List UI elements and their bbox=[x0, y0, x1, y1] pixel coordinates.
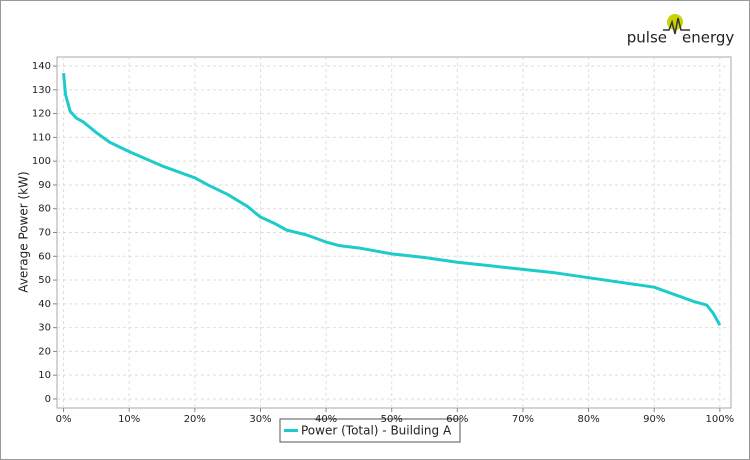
y-tick-label: 60 bbox=[38, 251, 51, 262]
y-tick-label: 80 bbox=[38, 204, 51, 215]
y-tick-label: 40 bbox=[38, 299, 51, 310]
x-tick-label: 40% bbox=[315, 414, 337, 425]
y-tick-label: 30 bbox=[38, 323, 51, 334]
y-tick-label: 140 bbox=[32, 61, 51, 72]
logo-text: energy bbox=[682, 29, 734, 47]
y-tick-label: 50 bbox=[38, 275, 51, 286]
y-tick-label: 10 bbox=[38, 370, 51, 381]
x-tick-label: 80% bbox=[577, 414, 599, 425]
y-tick-label: 70 bbox=[38, 228, 51, 239]
legend bbox=[279, 418, 461, 443]
y-tick-label: 0 bbox=[45, 394, 51, 405]
logo: pulse energy bbox=[627, 14, 734, 47]
logo-text: pulse bbox=[627, 29, 667, 47]
y-tick-label: 100 bbox=[32, 156, 51, 167]
x-tick-label: 100% bbox=[706, 414, 735, 425]
x-tick-label: 50% bbox=[381, 414, 403, 425]
y-tick-label: 90 bbox=[38, 180, 51, 191]
y-tick-label: 20 bbox=[38, 346, 51, 357]
x-tick-label: 90% bbox=[643, 414, 665, 425]
y-axis-label: Average Power (kW) bbox=[17, 171, 31, 292]
y-tick-label: 130 bbox=[32, 85, 51, 96]
y-tick-label: 110 bbox=[32, 132, 51, 143]
y-tick-label: 120 bbox=[32, 109, 51, 120]
x-tick-label: 60% bbox=[446, 414, 468, 425]
x-tick-label: 20% bbox=[184, 414, 206, 425]
x-tick-label: 30% bbox=[249, 414, 271, 425]
logo-pulse bbox=[663, 17, 690, 35]
x-tick-label: 70% bbox=[512, 414, 534, 425]
x-tick-label: 0% bbox=[56, 414, 72, 425]
x-tick-label: 10% bbox=[118, 414, 140, 425]
line-series bbox=[62, 73, 722, 326]
legend-label: Power (Total) - Building A bbox=[301, 424, 452, 438]
